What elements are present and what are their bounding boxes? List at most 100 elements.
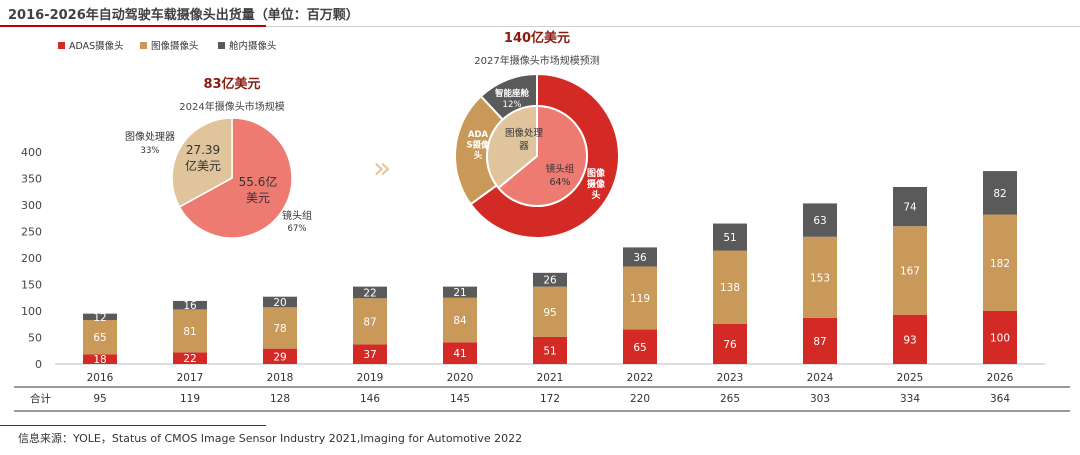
donut-outer-label: 头 — [591, 189, 600, 201]
donut-inner-label: 镜头组 — [546, 163, 575, 175]
total-value: 172 — [540, 393, 560, 405]
pie-slice-value: 27.39 — [186, 143, 220, 157]
pie-slice — [178, 117, 293, 239]
bar-segment — [173, 300, 207, 310]
donut-outer-label: 头 — [474, 150, 483, 161]
bar-segment — [533, 272, 567, 287]
bar-value-label: 76 — [723, 339, 737, 351]
bar-segment — [983, 311, 1017, 364]
x-tick-label: 2021 — [537, 372, 564, 384]
source-rule — [0, 425, 266, 426]
donut-inner-segment — [486, 104, 538, 190]
pie-slice-name: 镜头组 — [282, 209, 312, 222]
x-tick-label: 2025 — [897, 372, 924, 384]
total-value: 128 — [270, 393, 290, 405]
bar-segment — [533, 286, 567, 337]
bar-value-label: 16 — [183, 300, 197, 312]
donut-inner-segment — [497, 104, 588, 207]
bar-segment — [353, 286, 387, 299]
y-tick-label: 300 — [21, 199, 42, 212]
y-tick-label: 200 — [21, 252, 42, 265]
bar-value-label: 63 — [813, 215, 826, 227]
bar-segment — [713, 250, 747, 324]
legend-label: 图像摄像头 — [151, 40, 199, 52]
bar-segment — [263, 296, 297, 308]
bar-segment — [983, 214, 1017, 311]
bar-value-label: 51 — [543, 345, 556, 357]
bar-value-label: 82 — [993, 188, 1006, 200]
total-value: 334 — [900, 393, 920, 405]
pie-slice — [171, 117, 233, 208]
bar-value-label: 12 — [93, 312, 106, 324]
legend-label: ADAS摄像头 — [69, 40, 124, 52]
pie-slice-value-unit: 美元 — [246, 191, 270, 205]
title-rule — [0, 26, 1080, 27]
bar-segment — [83, 354, 117, 364]
bar-value-label: 153 — [810, 272, 830, 284]
total-value: 146 — [360, 393, 380, 405]
donut-inner-label: 器 — [519, 141, 529, 152]
bar-segment — [623, 329, 657, 364]
donut-outer-percent: 12% — [503, 100, 522, 110]
bar-value-label: 36 — [633, 252, 647, 264]
pie-headline: 83亿美元 — [203, 76, 260, 92]
pie-slice-name: 图像处理器 — [125, 131, 175, 143]
bar-value-label: 65 — [93, 332, 106, 344]
bar-segment — [173, 309, 207, 353]
bar-value-label: 51 — [723, 232, 736, 244]
bar-value-label: 167 — [900, 265, 920, 277]
bar-segment — [443, 286, 477, 298]
bar-segment — [353, 344, 387, 364]
donut-outer-label: 智能座舱 — [494, 88, 530, 99]
pie-slice-value-unit: 亿美元 — [185, 158, 221, 173]
donut-inner-label: 图像处理 — [505, 127, 544, 139]
total-value: 303 — [810, 393, 830, 405]
pie-slice-percent: 67% — [288, 224, 307, 234]
bar-value-label: 22 — [183, 353, 196, 365]
x-tick-label: 2018 — [267, 372, 294, 384]
bar-segment — [803, 203, 837, 237]
bar-value-label: 87 — [813, 336, 826, 348]
bar-value-label: 93 — [903, 334, 916, 346]
bar-segment — [443, 342, 477, 364]
bar-value-label: 100 — [990, 333, 1010, 345]
bar-value-label: 138 — [720, 282, 740, 294]
total-value: 265 — [720, 393, 740, 405]
bar-value-label: 78 — [273, 323, 286, 335]
x-tick-label: 2019 — [357, 372, 384, 384]
bar-segment — [263, 348, 297, 364]
bar-segment — [443, 297, 477, 343]
bar-value-label: 84 — [453, 315, 467, 327]
bar-segment — [893, 186, 927, 227]
bar-value-label: 81 — [183, 326, 196, 338]
bar-segment — [983, 171, 1017, 215]
bar-value-label: 65 — [633, 342, 646, 354]
bar-segment — [83, 320, 117, 355]
title-accent-line — [0, 25, 266, 27]
total-value: 119 — [180, 393, 200, 405]
y-tick-label: 50 — [28, 332, 42, 345]
bar-value-label: 37 — [363, 349, 376, 361]
y-tick-label: 0 — [35, 358, 42, 371]
bar-value-label: 119 — [630, 293, 650, 305]
pie-slice-value: 55.6亿 — [239, 174, 278, 189]
bar-value-label: 20 — [273, 297, 286, 309]
x-tick-label: 2026 — [987, 372, 1014, 384]
arrow-icon: » — [373, 151, 391, 186]
donut-inner-percent: 64% — [549, 177, 570, 188]
bar-value-label: 21 — [453, 287, 466, 299]
source-note: 信息来源：YOLE，Status of CMOS Image Sensor In… — [18, 432, 523, 445]
bar-value-label: 87 — [363, 316, 376, 328]
x-tick-label: 2016 — [87, 372, 114, 384]
bar-segment — [173, 352, 207, 364]
bar-segment — [263, 307, 297, 349]
bar-segment — [533, 336, 567, 364]
y-tick-label: 400 — [21, 146, 42, 159]
donut-outer-label: ADA — [468, 130, 489, 140]
bar-value-label: 41 — [453, 348, 466, 360]
bar-value-label: 22 — [363, 287, 376, 299]
total-value: 220 — [630, 393, 650, 405]
bar-segment — [623, 247, 657, 267]
pie-slice-percent: 33% — [141, 146, 160, 156]
